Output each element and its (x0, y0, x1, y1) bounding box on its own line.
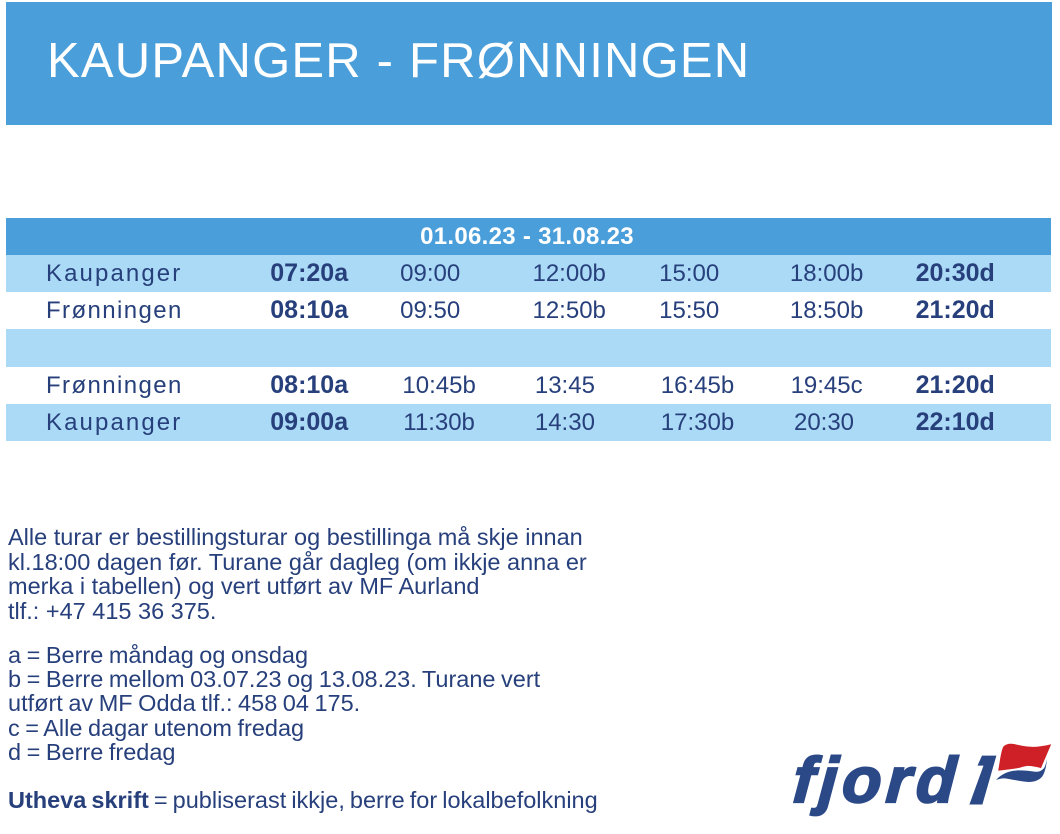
svg-text:fjord: fjord (791, 744, 963, 816)
